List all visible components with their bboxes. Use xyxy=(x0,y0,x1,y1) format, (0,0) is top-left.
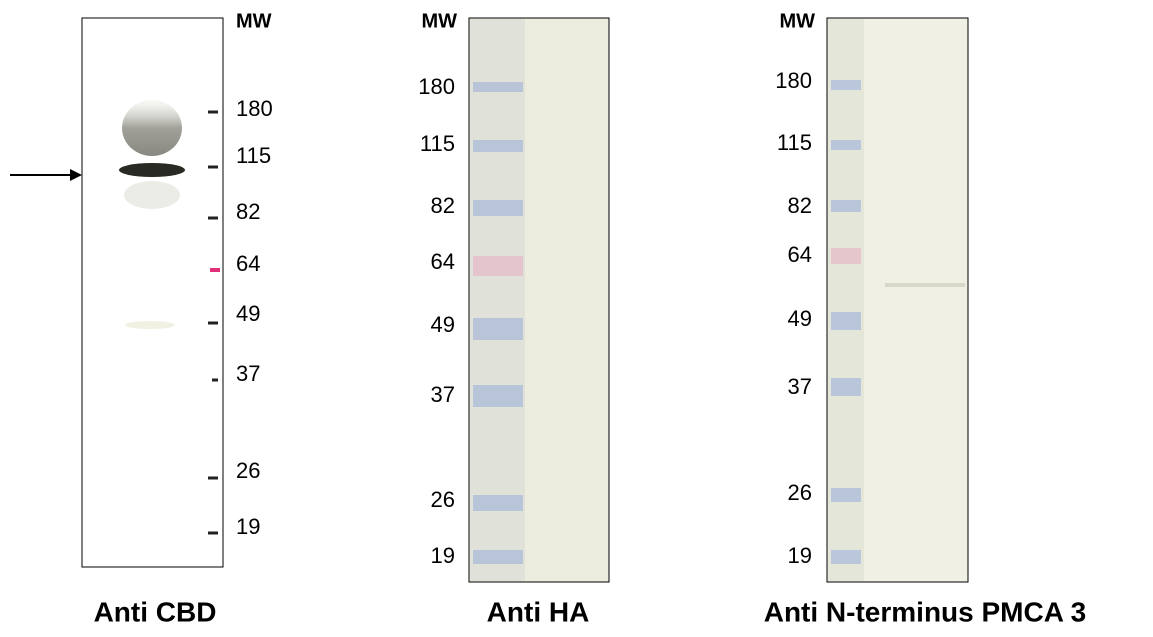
marker-label: 180 xyxy=(418,74,455,99)
marker-label: 19 xyxy=(236,514,260,539)
arrow xyxy=(10,169,82,181)
marker-label: 19 xyxy=(788,543,812,568)
mw-label: MW xyxy=(779,10,815,32)
panel-caption: Anti HA xyxy=(487,596,590,627)
mw-label: MW xyxy=(236,10,272,32)
marker-label: 82 xyxy=(431,193,455,218)
marker-label: 26 xyxy=(788,480,812,505)
marker-label: 37 xyxy=(788,374,812,399)
marker-label: 19 xyxy=(431,543,455,568)
figure: MW 180 115 82 64 49 37 26 19 Anti CBD MW 180 115 82 64… xyxy=(0,0,1153,637)
marker-label: 49 xyxy=(431,312,455,337)
panel-caption: Anti CBD xyxy=(94,596,217,627)
mw-label: MW xyxy=(421,10,457,32)
marker-label: 115 xyxy=(236,143,271,168)
marker-label: 82 xyxy=(236,199,260,224)
blot-ha xyxy=(469,18,609,582)
marker-label: 26 xyxy=(431,487,455,512)
marker-label: 115 xyxy=(777,130,812,155)
marker-label: 64 xyxy=(236,251,260,276)
marker-label: 49 xyxy=(236,301,260,326)
marker-label: 115 xyxy=(420,131,455,156)
marker-label: 64 xyxy=(788,242,812,267)
marker-label: 26 xyxy=(236,458,260,483)
marker-label: 180 xyxy=(775,68,812,93)
blot-cbd xyxy=(82,18,223,567)
marker-label: 180 xyxy=(236,96,273,121)
blot-pmca3 xyxy=(827,18,968,582)
marker-label: 49 xyxy=(788,306,812,331)
marker-label: 37 xyxy=(431,382,455,407)
marker-label: 82 xyxy=(788,193,812,218)
marker-label: 37 xyxy=(236,361,260,386)
marker-label: 64 xyxy=(431,249,455,274)
panel-caption: Anti N-terminus PMCA 3 xyxy=(764,596,1087,627)
